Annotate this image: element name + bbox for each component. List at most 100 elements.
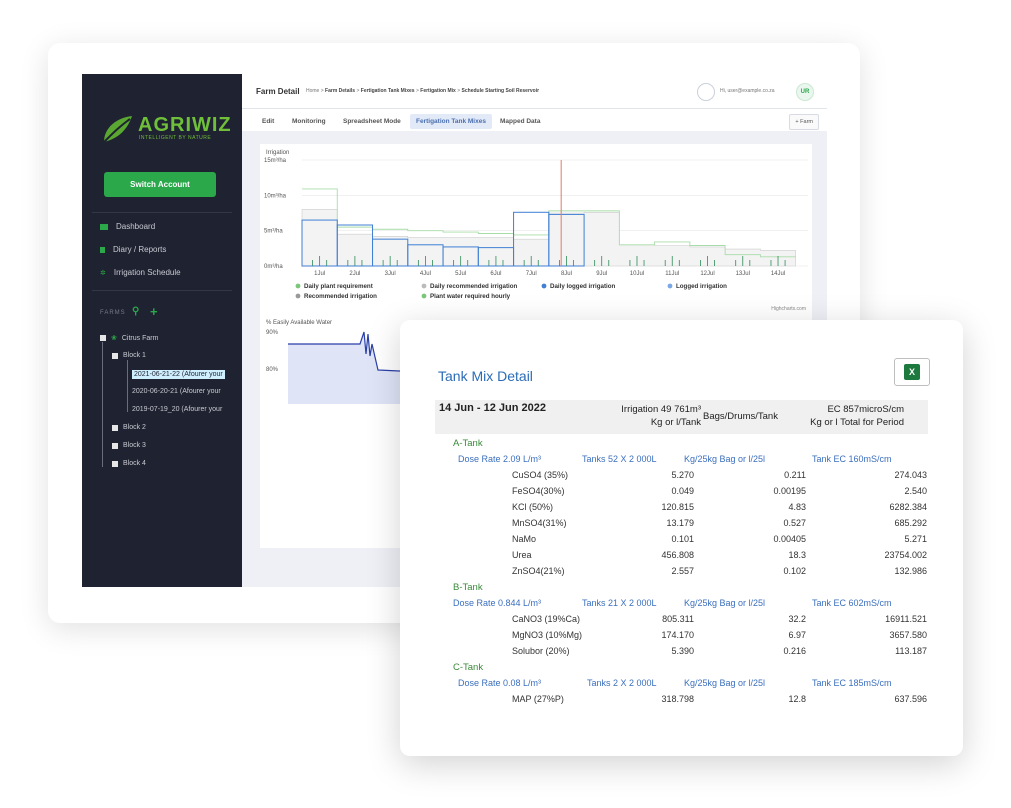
tank-name: A-Tank (453, 438, 483, 449)
bags-per-tank: 32.2 (788, 614, 806, 624)
tree-season[interactable]: 2020-06-20-21 (Afourer your (132, 388, 221, 395)
irrigation-icon: ✲ (100, 269, 106, 277)
tank-mix-title: Tank Mix Detail (438, 368, 533, 384)
notification-icon[interactable] (697, 83, 715, 101)
bag-unit: Kg/25kg Bag or l/25l (684, 454, 766, 464)
tree-label: 2021-06-21-22 (Afourer your (134, 371, 223, 378)
irrigation-volume: Irrigation 49 761m³ (621, 404, 701, 415)
tank-name: B-Tank (453, 582, 483, 593)
bags-per-tank: 0.211 (784, 470, 806, 480)
tab-monitoring[interactable]: Monitoring (292, 118, 326, 125)
x-tick-label: 9Jul (596, 271, 607, 277)
ingredient-name: NaMo (512, 534, 537, 544)
tab-spreadsheet-mode[interactable]: Spreadsheet Mode (343, 118, 401, 125)
farm-icon: ❀ (111, 335, 117, 342)
add-farm-button[interactable]: + Farm (789, 114, 819, 130)
kg-per-tank: 805.311 (662, 614, 694, 624)
tab-edit[interactable]: Edit (262, 118, 275, 125)
breadcrumb-tank-mixes[interactable]: Fertigation Tank Mixes (360, 88, 415, 94)
ingredient-name: Solubor (20%) (512, 646, 570, 656)
irrigation-unit: Kg or l/Tank (650, 417, 701, 428)
tree-label: Block 1 (123, 352, 146, 359)
tank-ec: Tank EC 602mS/cm (812, 598, 892, 608)
ingredient-name: ZnSO4(21%) (512, 566, 565, 576)
total-period: 685.292 (894, 518, 927, 528)
tree-label: Block 4 (123, 460, 146, 467)
tree-block-2[interactable]: Block 2 (112, 424, 146, 431)
tree-label: Block 2 (123, 424, 146, 431)
tree-season[interactable]: 2019-07-19_20 (Afourer your (132, 406, 222, 413)
eaw-area (288, 332, 420, 404)
kg-per-tank: 120.815 (661, 502, 694, 512)
tab-mapped-data[interactable]: Mapped Data (500, 118, 541, 125)
sidebar-divider (92, 290, 232, 291)
search-farms-icon[interactable]: ⚲ (132, 306, 140, 317)
total-period: 274.043 (894, 470, 927, 480)
switch-account-button[interactable]: Switch Account (104, 172, 216, 197)
tree-block-1[interactable]: Block 1 (112, 352, 146, 359)
collapse-icon[interactable] (100, 335, 106, 341)
x-tick-label: 1Jul (314, 271, 325, 277)
top-bar: Farm Detail Home > Farm Details > Fertig… (242, 74, 827, 109)
tree-label: 2020-06-20-21 (Afourer your (132, 388, 221, 395)
kg-per-tank: 5.270 (671, 470, 694, 480)
legend-entry: Logged irrigation (676, 283, 727, 290)
dose-rate: Dose Rate 2.09 L/m³ (458, 454, 542, 464)
total-period: 6282.384 (889, 502, 927, 512)
chart-credit: Highcharts.com (771, 306, 806, 312)
avatar[interactable]: UR (796, 83, 814, 101)
expand-icon[interactable] (112, 424, 118, 431)
add-farm-icon[interactable]: + (150, 304, 158, 319)
x-tick-label: 3Jul (385, 271, 396, 277)
expand-icon[interactable] (112, 460, 118, 467)
bags-per-tank: 12.8 (788, 694, 806, 704)
x-tick-label: 10Jul (630, 271, 644, 277)
export-excel-button[interactable]: X (894, 358, 930, 386)
tank-count: Tanks 52 X 2 000L (582, 454, 657, 464)
expand-icon[interactable] (112, 442, 118, 449)
tree-block-3[interactable]: Block 3 (112, 442, 146, 449)
sidebar-item-label: Dashboard (116, 222, 156, 231)
ingredient-name: MAP (27%P) (512, 694, 564, 704)
legend-marker (667, 283, 673, 289)
tab-bar: Edit Monitoring Spreadsheet Mode Fertiga… (242, 109, 827, 131)
x-tick-label: 5Jul (455, 271, 466, 277)
sidebar-item-diary[interactable]: Diary / Reports (100, 245, 166, 254)
period-label: 14 Jun - 12 Jun 2022 (439, 402, 546, 414)
bags-per-tank: 0.00195 (773, 486, 806, 496)
tree-farm-citrus[interactable]: ❀ Citrus Farm (100, 334, 158, 342)
eaw-line (288, 331, 421, 373)
bag-unit: Kg/25kg Bag or l/25l (684, 598, 766, 608)
sidebar-item-dashboard[interactable]: Dashboard (100, 222, 155, 231)
legend-marker (295, 283, 301, 289)
agriwiz-logo[interactable]: AGRIWIZ INTELLIGENT BY NATURE (100, 112, 231, 146)
ingredient-name: KCl (50%) (512, 502, 554, 512)
tree-block-4[interactable]: Block 4 (112, 460, 146, 467)
page-title: Farm Detail (256, 87, 300, 96)
total-period: 2.540 (904, 486, 927, 496)
tree-season-selected[interactable]: 2021-06-21-22 (Afourer your (132, 370, 225, 379)
x-tick-label: 4Jul (420, 271, 431, 277)
sidebar-item-irrigation-schedule[interactable]: ✲ Irrigation Schedule (100, 268, 181, 277)
breadcrumb-schedule[interactable]: Schedule Starting Soil Reservoir (461, 88, 540, 94)
y-tick-label: 0m³/ha (264, 264, 283, 270)
kg-per-tank: 318.798 (661, 694, 694, 704)
bags-header: Bags/Drums/Tank (703, 411, 778, 422)
ec-value: EC 857microS/cm (827, 404, 904, 415)
collapse-icon[interactable] (112, 352, 118, 359)
legend-entry: Daily logged irrigation (550, 283, 616, 290)
tab-fertigation-tank-mixes[interactable]: Fertigation Tank Mixes (410, 114, 492, 129)
total-period: 132.986 (894, 566, 927, 576)
kg-per-tank: 456.808 (661, 550, 694, 560)
kg-per-tank: 13.179 (666, 518, 694, 528)
breadcrumb-fertigation-mix[interactable]: Fertigation Mix (420, 88, 456, 94)
dose-rate: Dose Rate 0.08 L/m³ (458, 678, 542, 688)
ingredient-name: FeSO4(30%) (512, 486, 565, 496)
diary-icon (100, 246, 105, 253)
x-tick-label: 2Jul (349, 271, 360, 277)
breadcrumb-farm-details[interactable]: Farm Details (325, 88, 356, 94)
breadcrumb-home[interactable]: Home (306, 88, 320, 94)
ingredient-name: MgNO3 (10%Mg) (512, 630, 583, 640)
total-period: 113.187 (895, 646, 927, 656)
kg-per-tank: 0.049 (671, 486, 694, 496)
